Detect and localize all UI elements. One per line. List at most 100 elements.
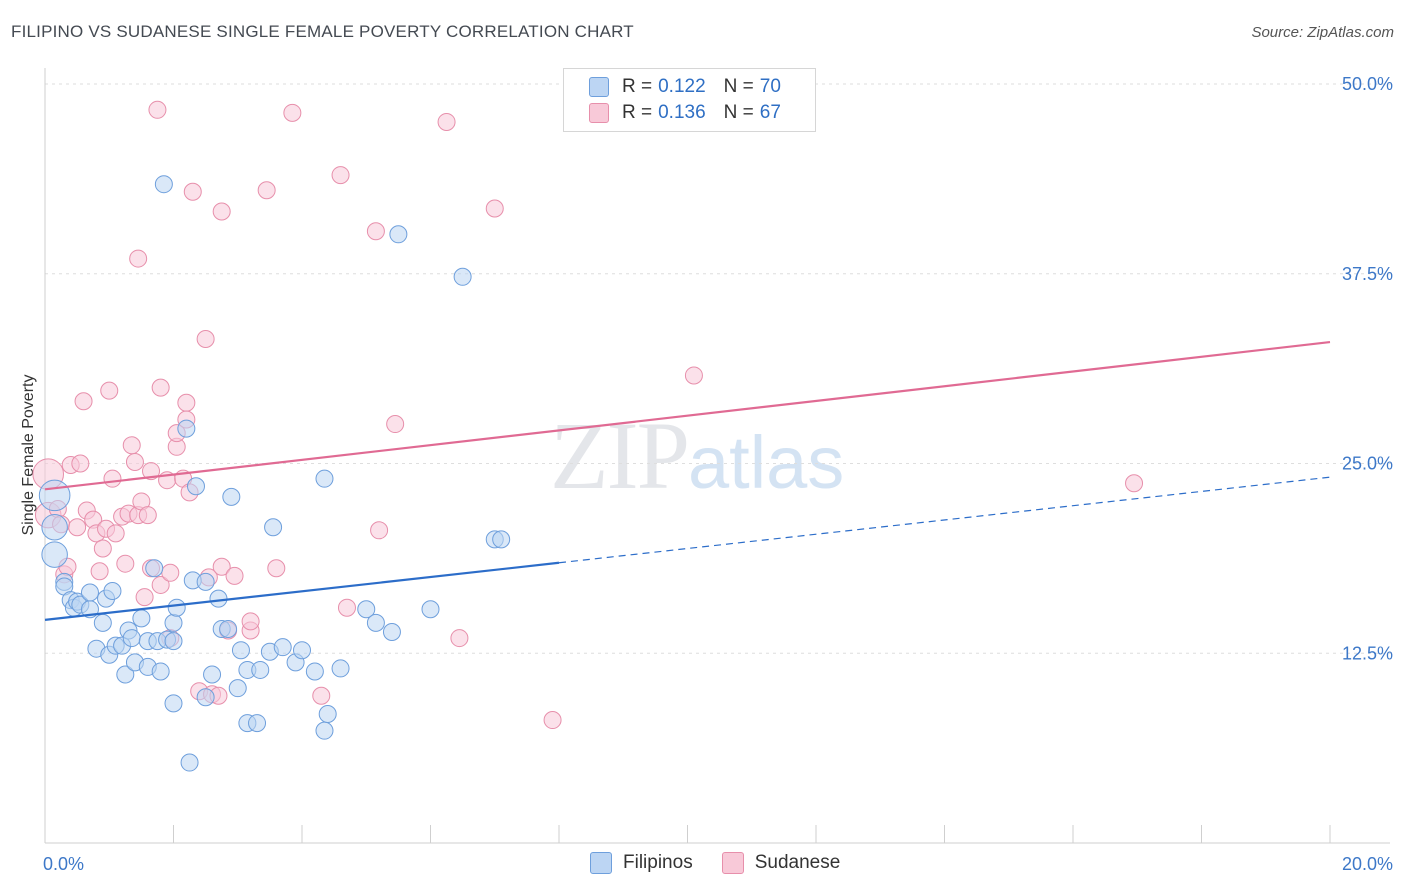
series-legend: Filipinos Sudanese: [590, 852, 869, 874]
filipinos-trend-line: [44, 561, 560, 621]
filipinos-point-37: [186, 477, 205, 496]
sudanese-point-9: [74, 392, 93, 411]
correlation-legend: R = 0.122 N = 70 R = 0.136 N = 67: [563, 68, 816, 132]
filipinos-point-35: [180, 753, 199, 772]
sudanese-point-55: [257, 181, 276, 200]
filipinos-legend-label: Filipinos: [623, 852, 693, 873]
sudanese-point-26: [129, 249, 148, 268]
sudanese-point-40: [177, 393, 196, 412]
sudanese-point-59: [331, 166, 350, 185]
filipinos-point-25: [145, 559, 164, 578]
sudanese-point-64: [437, 112, 456, 131]
watermark: ZIPatlas: [550, 400, 844, 511]
sudanese-point-23: [125, 452, 144, 471]
sudanese-point-57: [283, 103, 302, 122]
filipinos-point-33: [167, 598, 186, 617]
sudanese-point-43: [183, 182, 202, 201]
filipinos-swatch: [589, 77, 609, 97]
filipinos-point-45: [228, 679, 247, 698]
sudanese-point-36: [161, 563, 180, 582]
filipinos-point-65: [421, 600, 440, 619]
tick-labels: 12.5% 25.0% 37.5% 50.0% 0.0% 20.0%: [43, 74, 1393, 874]
sudanese-point-69: [1125, 474, 1144, 493]
gridlines: [45, 83, 1395, 654]
chart-title: FILIPINO VS SUDANESE SINGLE FEMALE POVER…: [11, 22, 634, 41]
sudanese-point-68: [684, 366, 703, 385]
filipinos-point-30: [154, 175, 173, 194]
filipinos-point-68: [492, 530, 511, 549]
filipinos-point-50: [251, 660, 270, 679]
filipinos-point-52: [264, 518, 283, 537]
legend-row-filipinos: R = 0.122 N = 70: [589, 75, 781, 99]
sudanese-point-14: [93, 539, 112, 558]
sudanese-n-label: N =: [723, 102, 754, 123]
source-label: Source: ZipAtlas.com: [1251, 24, 1394, 41]
filipinos-n-label: N =: [723, 76, 754, 97]
sudanese-point-16: [100, 381, 119, 400]
filipinos-point-66: [453, 267, 472, 286]
filipinos-point-41: [209, 589, 228, 608]
filipinos-r-value: 0.122: [658, 76, 706, 97]
sudanese-legend-label: Sudanese: [754, 852, 841, 873]
sudanese-point-52: [225, 566, 244, 585]
filipinos-point-34: [177, 419, 196, 438]
filipinos-point-38: [196, 688, 215, 707]
sudanese-point-60: [337, 598, 356, 617]
filipinos-point-20: [122, 629, 141, 648]
filipinos-point-55: [293, 641, 311, 660]
sudanese-point-65: [450, 629, 469, 648]
watermark-atlas: atlas: [688, 421, 845, 504]
filipinos-point-64: [389, 225, 408, 244]
sudanese-r-value: 0.136: [658, 102, 706, 123]
filipinos-point-32: [164, 694, 183, 713]
filipinos-point-61: [357, 600, 376, 619]
sudanese-points: [32, 100, 1144, 730]
sudanese-point-8: [71, 454, 90, 473]
filipinos-point-27: [151, 662, 170, 681]
filipinos-point-40: [203, 665, 222, 684]
sudanese-point-27: [135, 588, 154, 607]
filipinos-point-43: [219, 619, 238, 638]
filipinos-point-60: [331, 659, 350, 678]
legend-item-sudanese[interactable]: Sudanese: [721, 852, 841, 874]
sudanese-point-49: [212, 557, 231, 576]
filipinos-point-31: [164, 613, 183, 632]
sudanese-trend-line: [44, 340, 1331, 491]
axes: [44, 68, 1390, 844]
sudanese-point-20: [116, 554, 135, 573]
filipinos-point-10: [80, 583, 99, 602]
sudanese-n-value: 67: [759, 102, 781, 123]
sudanese-point-13: [90, 562, 109, 581]
sudanese-point-67: [543, 711, 562, 730]
trend-lines: [44, 340, 1331, 621]
filipinos-point-0: [38, 479, 71, 512]
sudanese-point-62: [370, 521, 389, 540]
filipinos-point-44: [222, 487, 241, 506]
sudanese-r-label: R =: [622, 102, 653, 123]
legend-row-sudanese: R = 0.136 N = 67: [589, 101, 781, 125]
sudanese-point-58: [312, 686, 331, 705]
filipinos-point-2: [41, 541, 68, 568]
sudanese-point-17: [103, 469, 122, 488]
filipinos-point-46: [231, 641, 250, 660]
sudanese-legend-swatch: [721, 852, 744, 874]
sudanese-point-33: [151, 575, 170, 594]
sudanese-point-54: [241, 612, 260, 631]
filipinos-point-49: [248, 714, 267, 733]
filipinos-point-22: [132, 609, 151, 628]
sudanese-point-61: [366, 222, 385, 241]
sudanese-point-22: [122, 436, 141, 455]
filipinos-point-53: [273, 638, 292, 657]
y-tick-label-1: 25.0%: [1342, 454, 1393, 474]
sudanese-point-18: [106, 524, 125, 543]
filipinos-point-1: [41, 514, 68, 541]
sudanese-point-32: [151, 378, 170, 397]
legend-item-filipinos[interactable]: Filipinos: [590, 852, 693, 874]
filipinos-point-59: [318, 704, 337, 723]
filipinos-point-57: [315, 721, 334, 740]
filipinos-r-label: R =: [622, 76, 653, 97]
filipinos-point-29: [164, 632, 183, 651]
x-tick-label-1: 20.0%: [1342, 854, 1393, 874]
filipinos-point-15: [103, 582, 122, 601]
